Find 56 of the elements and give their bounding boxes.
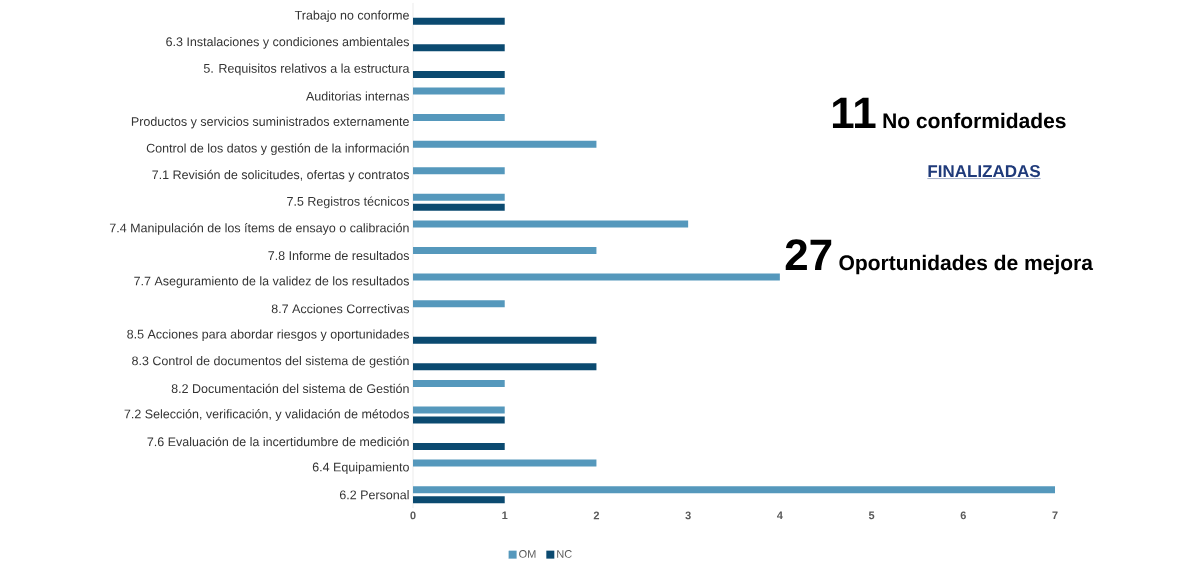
- y-tick-label: Productos y servicios suministrados externamente: [131, 116, 409, 129]
- bar: [413, 496, 505, 504]
- y-tick-label: 6.4 Equipamiento: [312, 462, 409, 474]
- annotation: FINALIZADAS: [928, 165, 1040, 178]
- bar: [413, 363, 597, 371]
- legend-label: NC: [557, 549, 572, 558]
- x-tick-label: 1: [502, 511, 508, 519]
- bar: [413, 300, 505, 308]
- x-tick-label: 7: [1052, 511, 1058, 519]
- bar: [413, 379, 505, 387]
- bar: [413, 17, 505, 25]
- x-tick-label: 5: [868, 511, 875, 520]
- x-tick-label: 3: [685, 511, 691, 520]
- bar: [413, 167, 505, 175]
- y-tick-label: Auditorias internas: [305, 91, 410, 101]
- annotation: 27: [785, 239, 832, 270]
- bar: [413, 70, 505, 78]
- bar: [413, 203, 505, 211]
- y-tick-label: Trabajo no conforme: [294, 10, 409, 23]
- x-tick-label: 0: [410, 511, 416, 520]
- y-tick-label: 7.5 Registros técnicos: [287, 196, 410, 209]
- y-tick-label: 6.2 Personal: [339, 490, 409, 500]
- bar: [413, 486, 1056, 494]
- y-tick-label: 7.6 Evaluación de la incertidumbre de medición: [147, 436, 409, 447]
- y-tick-label: 6.3 Instalaciones y condiciones ambientales: [166, 36, 409, 49]
- annotation: 11: [832, 97, 876, 128]
- y-tick-label: 7.8 Informe de resultados: [268, 250, 410, 260]
- y-tick-label: 7.4 Manipulación de los ítems de ensayo o calibración: [109, 222, 409, 235]
- bar: [413, 193, 505, 201]
- bar: [413, 220, 689, 228]
- x-tick-label: 4: [776, 511, 783, 519]
- y-tick-label: 8.2 Documentación del sistema de Gestión: [171, 383, 409, 393]
- x-tick-label: 6: [960, 511, 966, 520]
- x-tick-label: 2: [593, 511, 600, 520]
- y-tick-label: 8.3 Control de documentos del sistema de gestión: [132, 355, 409, 368]
- bar: [413, 44, 505, 52]
- legend-label: OM: [519, 549, 536, 558]
- bar: [413, 406, 505, 414]
- bar: [413, 246, 597, 254]
- y-tick-label: 7.1 Revisión de solicitudes, ofertas y contratos: [152, 169, 409, 182]
- bar: [413, 416, 505, 424]
- y-tick-label: 7.2 Selección, verificación, y validación de métodos: [124, 408, 409, 421]
- bar: [413, 273, 780, 281]
- bar: [413, 114, 505, 122]
- y-tick-label: 8.7 Acciones Correctivas: [271, 303, 410, 314]
- y-tick-label: 7.7 Aseguramiento de la validez de los resultados: [134, 276, 409, 288]
- bar: [413, 459, 597, 467]
- bar: [413, 140, 597, 148]
- annotation: No conformidades: [883, 112, 1066, 129]
- y-tick-label: 8.5 Acciones para abordar riesgos y oportunidades: [127, 329, 409, 341]
- y-tick-label: 5. Requisitos relativos a la estructura: [203, 63, 410, 76]
- bar: [413, 336, 597, 344]
- annotation: Oportunidades de mejora: [839, 254, 1094, 275]
- bar: [413, 442, 505, 450]
- y-tick-label: Control de los datos y gestión de la información: [146, 143, 409, 155]
- bar: [413, 87, 505, 95]
